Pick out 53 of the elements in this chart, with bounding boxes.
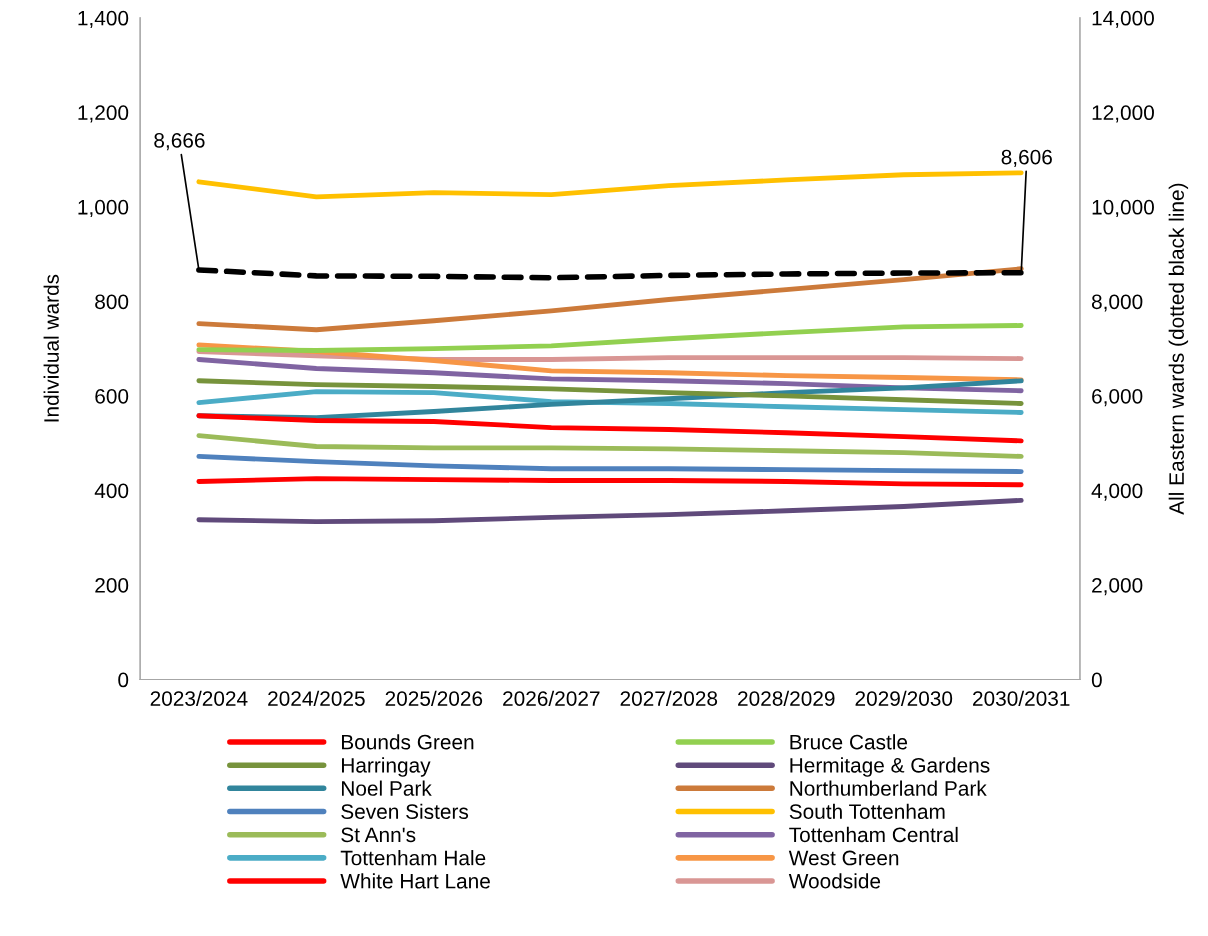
- x-tick-label: 2023/2024: [150, 690, 248, 706]
- y2-tick-label: 12,000: [1092, 105, 1154, 123]
- y2-tick-label: 8,000: [1091, 294, 1143, 312]
- legend-label: Harringay: [342, 757, 431, 777]
- legend-label: Tottenham Central: [789, 826, 958, 843]
- legend-label: West Green: [788, 850, 899, 866]
- y-tick-label: 200: [95, 578, 129, 593]
- y2-axis-title: All Eastern wards (dotted black line): [1168, 183, 1189, 515]
- y-tick-label: 400: [94, 483, 129, 499]
- x-tick-label: 2026/2027: [503, 690, 600, 706]
- data-label: 8,606: [1001, 149, 1052, 167]
- legend-label: Hermitage & Gardens: [790, 757, 990, 777]
- y2-tick-label: 14,000: [1092, 10, 1154, 28]
- x-tick-label: 2024/2025: [268, 690, 365, 706]
- line-series: [196, 357, 1024, 394]
- y2-tick-label: 2,000: [1092, 578, 1143, 596]
- y-tick-label: 600: [95, 388, 129, 404]
- legend-label: Seven Sisters: [341, 803, 469, 820]
- line-series: [196, 476, 1024, 488]
- line-series: [196, 323, 1024, 353]
- line-series: [196, 170, 1024, 200]
- y-axis-title: Individual wards: [43, 274, 59, 422]
- x-tick-label: 2028/2029: [738, 690, 835, 706]
- legend-label: White Hart Lane: [340, 873, 490, 889]
- line-series: [196, 433, 1024, 459]
- legend-label: Bounds Green: [342, 734, 474, 750]
- y2-tick-label: 10,000: [1092, 199, 1154, 218]
- x-tick-label: 2025/2026: [385, 690, 483, 706]
- line-series: [196, 454, 1024, 474]
- line-series: [196, 413, 1024, 444]
- legend-label: Tottenham Hale: [340, 850, 486, 866]
- y-tick-label: 1,000: [78, 199, 129, 218]
- x-tick-label: 2029/2030: [855, 690, 953, 706]
- y-tick-label: 1,400: [78, 10, 129, 28]
- data-label: 8,666: [154, 132, 205, 151]
- line-series: [196, 497, 1024, 525]
- y-tick-label: 0: [118, 672, 129, 688]
- line-series: [196, 378, 1024, 406]
- legend-label: Noel Park: [342, 780, 432, 796]
- legend-label: Northumberland Park: [790, 780, 987, 796]
- y-tick-label: 1,200: [78, 105, 129, 123]
- line-series: [196, 266, 1024, 333]
- line-series: [196, 389, 1024, 415]
- y-tick-label: 800: [95, 294, 129, 310]
- x-tick-label: 2030/2031: [973, 690, 1070, 706]
- y2-tick-label: 4,000: [1091, 483, 1143, 501]
- x-tick-label: 2027/2028: [620, 690, 718, 706]
- y2-tick-label: 0: [1091, 672, 1102, 688]
- legend-label: Bruce Castle: [790, 734, 908, 750]
- legend-label: Woodside: [788, 873, 881, 889]
- legend-label: South Tottenham: [789, 803, 945, 820]
- y2-tick-label: 6,000: [1092, 388, 1143, 407]
- legend-label: St Ann's: [341, 827, 416, 843]
